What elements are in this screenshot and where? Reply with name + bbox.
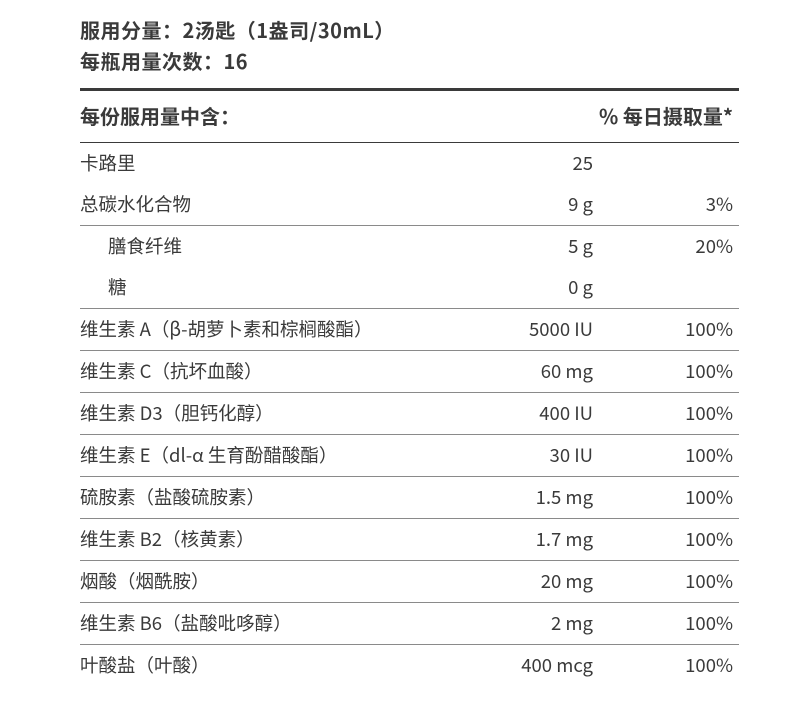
nutrient-amount: 0 g (469, 275, 599, 300)
nutrient-amount: 400 IU (469, 401, 599, 426)
nutrient-name: 糖 (80, 275, 469, 300)
table-row: 总碳水化合物9 g3% (80, 184, 739, 226)
nutrient-daily-value: 100% (599, 569, 739, 594)
column-header-row: 每份服用量中含： % 每日摄取量* (80, 91, 739, 143)
table-row: 维生素 A（β-胡萝卜素和棕榈酸酯）5000 IU100% (80, 309, 739, 351)
column-header-dv: % 每日摄取量* (509, 101, 739, 130)
table-row: 糖0 g (80, 267, 739, 309)
nutrient-daily-value: 100% (599, 401, 739, 426)
table-row: 膳食纤维5 g20% (80, 226, 739, 267)
nutrition-rows: 卡路里25总碳水化合物9 g3%膳食纤维5 g20%糖0 g维生素 A（β-胡萝… (80, 143, 739, 686)
nutrient-daily-value: 20% (599, 234, 739, 259)
serving-size-line: 服用分量：2汤匙（1盎司/30mL） (80, 14, 739, 45)
nutrient-amount: 1.5 mg (469, 485, 599, 510)
nutrient-name: 维生素 B2（核黄素） (80, 527, 469, 552)
table-row: 硫胺素（盐酸硫胺素）1.5 mg100% (80, 477, 739, 519)
nutrient-name: 维生素 D3（胆钙化醇） (80, 401, 469, 426)
nutrient-amount: 5 g (469, 234, 599, 259)
column-header-name: 每份服用量中含： (80, 101, 509, 130)
nutrient-name: 维生素 C（抗坏血酸） (80, 359, 469, 384)
nutrient-amount: 400 mcg (469, 653, 599, 678)
nutrient-name: 烟酸（烟酰胺） (80, 569, 469, 594)
nutrient-daily-value: 100% (599, 359, 739, 384)
table-row: 维生素 B6（盐酸吡哆醇）2 mg100% (80, 603, 739, 645)
nutrient-amount: 20 mg (469, 569, 599, 594)
header-block: 服用分量：2汤匙（1盎司/30mL） 每瓶用量次数：16 (80, 14, 739, 76)
nutrient-daily-value: 3% (599, 192, 739, 217)
nutrient-amount: 25 (469, 151, 599, 176)
nutrient-name: 卡路里 (80, 151, 469, 176)
nutrient-amount: 9 g (469, 192, 599, 217)
nutrient-amount: 2 mg (469, 611, 599, 636)
nutrient-daily-value: 100% (599, 317, 739, 342)
nutrient-amount: 5000 IU (469, 317, 599, 342)
table-row: 卡路里25 (80, 143, 739, 184)
nutrient-name: 维生素 B6（盐酸吡哆醇） (80, 611, 469, 636)
nutrient-name: 叶酸盐（叶酸） (80, 653, 469, 678)
nutrient-amount: 30 IU (469, 443, 599, 468)
nutrient-amount: 60 mg (469, 359, 599, 384)
table-row: 维生素 D3（胆钙化醇）400 IU100% (80, 393, 739, 435)
nutrient-name: 总碳水化合物 (80, 192, 469, 217)
nutrient-name: 硫胺素（盐酸硫胺素） (80, 485, 469, 510)
nutrient-daily-value: 100% (599, 443, 739, 468)
servings-per-container-line: 每瓶用量次数：16 (80, 45, 739, 76)
table-row: 维生素 B2（核黄素）1.7 mg100% (80, 519, 739, 561)
table-row: 维生素 C（抗坏血酸）60 mg100% (80, 351, 739, 393)
table-row: 烟酸（烟酰胺）20 mg100% (80, 561, 739, 603)
nutrient-daily-value: 100% (599, 653, 739, 678)
nutrient-amount: 1.7 mg (469, 527, 599, 552)
nutrient-name: 维生素 A（β-胡萝卜素和棕榈酸酯） (80, 317, 469, 342)
nutrient-daily-value: 100% (599, 527, 739, 552)
nutrient-name: 维生素 E（dl-α 生育酚醋酸酯） (80, 443, 469, 468)
nutrient-daily-value: 100% (599, 611, 739, 636)
table-row: 维生素 E（dl-α 生育酚醋酸酯）30 IU100% (80, 435, 739, 477)
nutrient-name: 膳食纤维 (80, 234, 469, 259)
nutrient-daily-value: 100% (599, 485, 739, 510)
table-row: 叶酸盐（叶酸）400 mcg100% (80, 645, 739, 686)
